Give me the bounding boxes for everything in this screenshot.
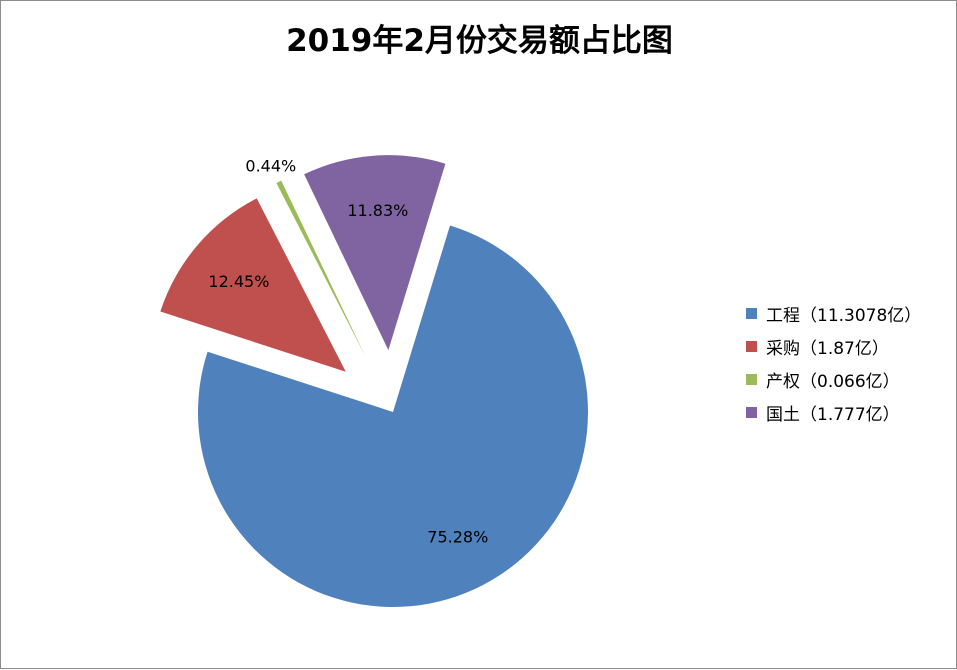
legend-item-guotu: 国土（1.777亿） bbox=[746, 396, 921, 429]
pie-label-caigou: 12.45% bbox=[208, 272, 269, 291]
legend-label-gongcheng: 工程（11.3078亿） bbox=[766, 306, 922, 326]
legend-label-guotu: 国土（1.777亿） bbox=[766, 405, 900, 425]
pie-slice-guotu bbox=[304, 155, 446, 351]
pie-slice-chanquan bbox=[276, 180, 366, 357]
pie-slice-caigou bbox=[160, 198, 346, 372]
legend-swatch-gongcheng bbox=[746, 308, 757, 319]
pie-label-chanquan: 0.44% bbox=[245, 157, 296, 176]
chart-title: 2019年2月份交易额占比图 bbox=[286, 23, 673, 59]
legend-label-caigou: 采购（1.87亿） bbox=[766, 339, 889, 359]
legend-item-chanquan: 产权（0.066亿） bbox=[746, 363, 921, 396]
legend-swatch-guotu bbox=[746, 407, 757, 418]
legend-item-gongcheng: 工程（11.3078亿） bbox=[746, 297, 921, 330]
legend-item-caigou: 采购（1.87亿） bbox=[746, 330, 921, 363]
legend-label-chanquan: 产权（0.066亿） bbox=[766, 372, 900, 392]
legend-swatch-chanquan bbox=[746, 374, 757, 385]
legend-swatch-caigou bbox=[746, 341, 757, 352]
pie-label-guotu: 11.83% bbox=[347, 201, 408, 220]
pie-label-gongcheng: 75.28% bbox=[427, 528, 488, 547]
pie-slice-gongcheng bbox=[198, 225, 588, 607]
legend: 工程（11.3078亿） 采购（1.87亿） 产权（0.066亿） 国土（1.7… bbox=[746, 297, 921, 429]
